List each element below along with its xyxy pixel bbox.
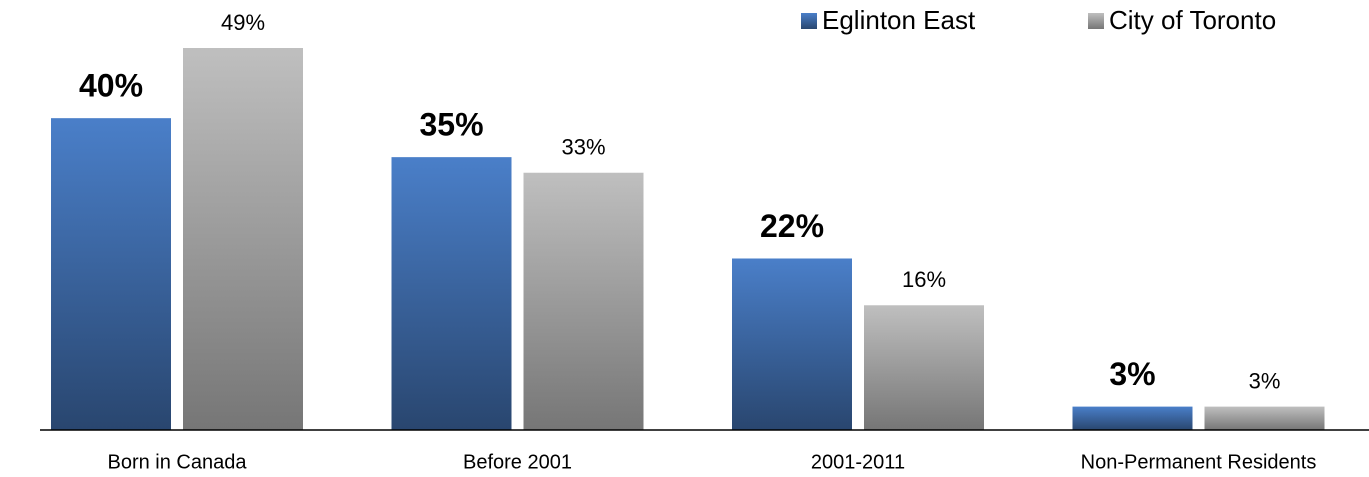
bar [732,258,852,430]
x-tick-label: 2001-2011 [811,451,905,473]
bar [864,305,984,430]
bar [1072,406,1193,430]
legend-label: City of Toronto [1109,5,1276,35]
data-label: 3% [1109,356,1155,392]
x-tick-label: Non-Permanent Residents [1081,451,1317,473]
data-label: 22% [760,208,824,244]
data-label: 49% [221,10,265,35]
bar [1204,406,1325,430]
data-label: 35% [419,107,483,143]
legend-swatch [1088,13,1104,29]
bar [51,118,171,430]
data-label: 33% [561,135,605,160]
data-label: 16% [902,267,946,292]
x-tick-label: Born in Canada [108,451,248,473]
x-tick-label: Before 2001 [463,451,572,473]
data-label: 40% [79,68,143,104]
legend-swatch [801,13,817,29]
legend-label: Eglinton East [822,5,976,35]
data-label: 3% [1249,368,1281,393]
bar [183,48,303,430]
bar [391,157,512,430]
bar [523,172,644,431]
